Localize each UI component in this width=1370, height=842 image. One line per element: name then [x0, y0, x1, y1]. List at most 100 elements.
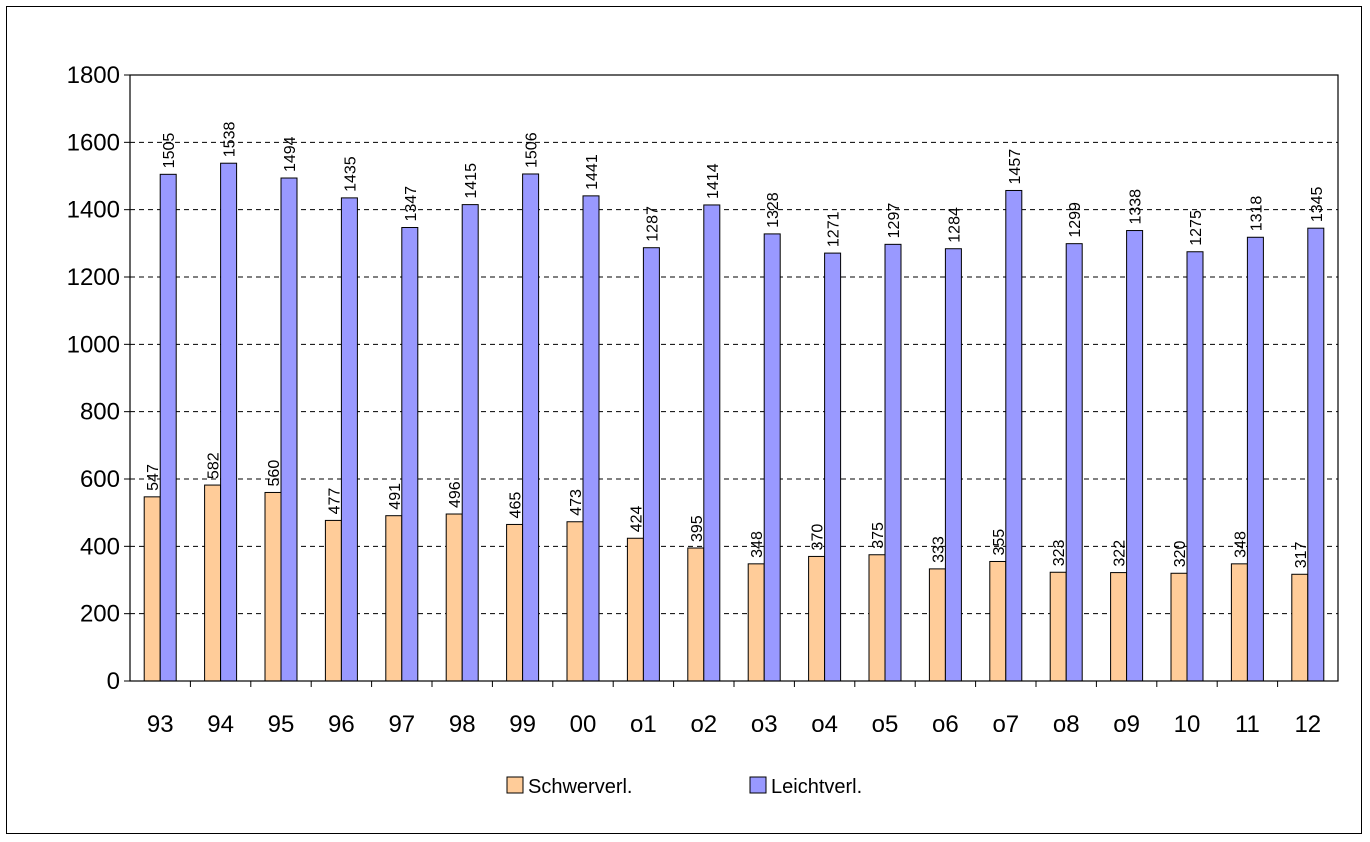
data-label: 1506: [524, 132, 541, 168]
bar-schwerverl: [808, 555, 826, 682]
legend-item-leichtverl-label: Leichtverl.: [771, 776, 862, 798]
data-label: 1494: [282, 136, 299, 172]
data-label: 496: [447, 481, 464, 508]
bar-leichtverl: [461, 204, 479, 682]
bar-schwerverl: [1170, 572, 1188, 682]
x-tick-label: 95: [268, 711, 295, 738]
data-label: 491: [387, 483, 404, 510]
x-tick-label: 93: [147, 711, 174, 738]
x-tick-label: o9: [1113, 711, 1140, 738]
bar-schwerverl: [1230, 563, 1248, 682]
y-tick-label: 1200: [67, 264, 120, 291]
bar-leichtverl: [340, 197, 358, 682]
data-label: 323: [1051, 539, 1068, 566]
data-label: 375: [870, 522, 887, 549]
bar-schwerverl: [687, 547, 705, 682]
bar-leichtverl: [280, 177, 298, 682]
data-label: 1345: [1309, 186, 1326, 222]
data-label: 1275: [1188, 210, 1205, 246]
data-label: 424: [628, 505, 645, 532]
legend: Schwerverl. Leichtverl.: [506, 776, 862, 798]
data-label: 1299: [1067, 202, 1084, 238]
x-tick-label: 11: [1235, 711, 1260, 738]
bar-leichtverl: [220, 162, 238, 682]
legend-item-leichtverl-swatch: [749, 776, 767, 794]
data-label: 1328: [765, 192, 782, 228]
bar-leichtverl: [1126, 230, 1144, 682]
bar-leichtverl: [642, 247, 660, 682]
legend-item-schwerverl-swatch: [506, 776, 524, 794]
x-tick-label: o5: [872, 711, 899, 738]
bar-leichtverl: [1246, 236, 1264, 682]
bar-schwerverl: [264, 491, 282, 682]
bar-schwerverl: [868, 554, 886, 682]
x-tick-label: o7: [992, 711, 1019, 738]
y-tick-label: 0: [107, 668, 120, 695]
data-label: 333: [930, 536, 947, 563]
data-label: 1435: [342, 156, 359, 192]
data-label: 348: [1232, 531, 1249, 558]
bar-leichtverl: [824, 252, 842, 682]
bar-leichtverl: [1186, 251, 1204, 682]
x-tick-label: o2: [690, 711, 717, 738]
data-label: 355: [991, 529, 1008, 556]
data-label: 473: [568, 489, 585, 516]
data-label: 560: [266, 460, 283, 487]
bar-schwerverl: [626, 537, 644, 682]
y-tick-label: 1600: [67, 129, 120, 156]
bar-schwerverl: [385, 515, 403, 682]
bar-schwerverl: [506, 523, 524, 682]
data-label: 1318: [1248, 196, 1265, 232]
data-label: 1297: [886, 203, 903, 239]
data-label: 1505: [161, 133, 178, 169]
bar-leichtverl: [401, 227, 419, 682]
data-label: 370: [810, 524, 827, 551]
bar-leichtverl: [159, 173, 177, 682]
y-tick-label: 600: [80, 466, 120, 493]
bar-leichtverl: [582, 195, 600, 682]
x-tick-label: 96: [328, 711, 355, 738]
data-label: 395: [689, 515, 706, 542]
data-label: 1347: [403, 186, 420, 222]
bar-leichtverl: [1065, 243, 1083, 682]
data-label: 1441: [584, 154, 601, 190]
x-tick-label: 94: [207, 711, 234, 738]
bar-leichtverl: [522, 173, 540, 682]
bar-schwerverl: [1049, 571, 1067, 682]
bar-schwerverl: [445, 513, 463, 682]
data-label: 322: [1112, 540, 1129, 567]
data-label: 477: [326, 488, 343, 515]
bar-schwerverl: [204, 484, 222, 682]
bar-schwerverl: [989, 560, 1007, 682]
bar-schwerverl: [1291, 573, 1309, 682]
data-label: 1271: [826, 211, 843, 247]
legend-item-schwerverl-label: Schwerverl.: [528, 776, 632, 798]
y-tick-label: 1400: [67, 197, 120, 224]
bar-schwerverl: [324, 519, 342, 682]
bar-schwerverl: [747, 563, 765, 682]
data-label: 1457: [1007, 149, 1024, 185]
data-label: 465: [508, 492, 525, 519]
labels: 547 1505 582 1538 560 1494 477 1435 491 1347 496 14…: [145, 122, 1326, 569]
y-tick-label: 1800: [67, 62, 120, 89]
x-tick-label: 97: [388, 711, 415, 738]
x-tick-label: o1: [630, 711, 657, 738]
bar-leichtverl: [1005, 189, 1023, 682]
bars: [143, 162, 1325, 682]
bar-schwerverl: [1110, 572, 1128, 682]
data-label: 1338: [1128, 189, 1145, 225]
bar-leichtverl: [884, 243, 902, 682]
data-label: 1415: [463, 163, 480, 199]
y-tick-label: 800: [80, 399, 120, 426]
data-label: 1284: [946, 207, 963, 243]
data-label: 547: [145, 464, 162, 491]
x-tick-label: 98: [449, 711, 476, 738]
data-label: 320: [1172, 540, 1189, 567]
x-tick-label: o8: [1053, 711, 1080, 738]
bar-schwerverl: [143, 496, 161, 682]
plot-area-border: [129, 74, 1339, 682]
x-tick-label: o6: [932, 711, 959, 738]
data-label: 1414: [705, 163, 722, 199]
